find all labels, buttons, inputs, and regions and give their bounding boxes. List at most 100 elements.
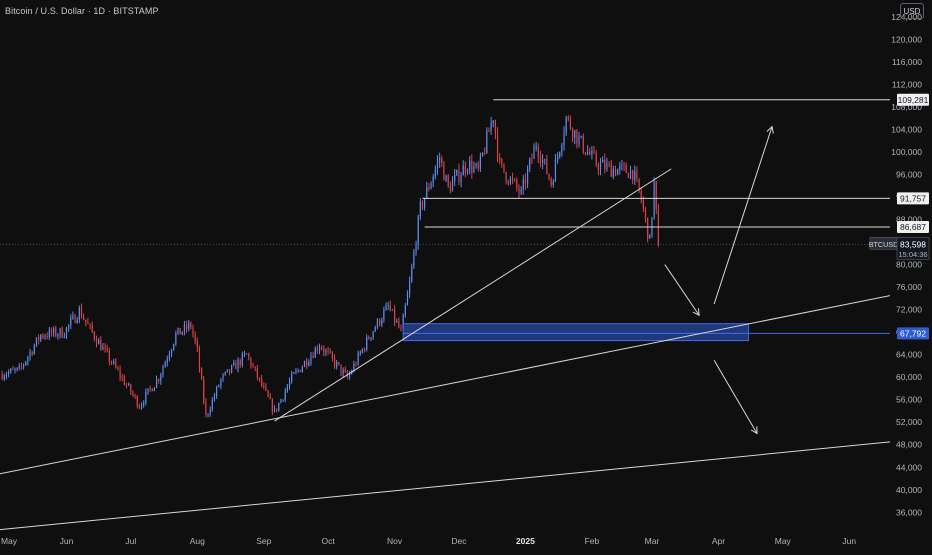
candle-body	[557, 156, 559, 160]
candle-body	[278, 403, 280, 411]
candle-body	[211, 399, 213, 410]
candle-body	[496, 133, 499, 158]
arrow-shaft[interactable]	[713, 360, 758, 434]
candle-body	[254, 366, 256, 369]
candle-body	[336, 362, 338, 367]
candle-body	[55, 328, 57, 337]
time-tick-label: Mar	[645, 536, 660, 546]
symbol-tag-text: BTCUSD	[869, 240, 899, 249]
candle-body	[74, 315, 76, 323]
candle-body	[57, 334, 59, 337]
candle-body	[23, 364, 25, 367]
candle-body	[280, 399, 282, 404]
candle-body	[597, 165, 599, 170]
candle-body	[321, 347, 323, 350]
price-tick-label: 120,000	[891, 34, 922, 44]
candle-body	[325, 350, 327, 353]
candle-body	[243, 353, 246, 355]
candle-body	[447, 175, 449, 186]
candle-body	[473, 166, 475, 173]
price-tick-label: 64,000	[896, 350, 922, 360]
candle-body	[3, 376, 5, 380]
candle-body	[5, 374, 8, 377]
candle-body	[471, 160, 473, 173]
drawings-layer[interactable]	[0, 99, 891, 532]
time-axis[interactable]: May Jun Jul Aug Sep Oct Nov Dec 2025 Feb Mar Apr May…	[0, 532, 932, 550]
candle-body	[194, 334, 196, 342]
candle-body	[454, 174, 456, 181]
candle-body	[263, 385, 265, 387]
level-price-tag	[897, 93, 929, 106]
candle-body	[136, 396, 138, 407]
candle-body	[439, 158, 441, 162]
candle-body	[366, 337, 368, 350]
candle-body	[125, 385, 128, 387]
candle-body	[170, 349, 173, 355]
candle-body	[115, 361, 117, 368]
candle-body	[368, 337, 370, 340]
price-tick-label: 116,000	[892, 57, 922, 67]
price-tick-label: 48,000	[896, 440, 922, 450]
trendline[interactable]	[0, 295, 891, 479]
candle-body	[443, 162, 445, 181]
candle-body	[494, 120, 496, 134]
arrow-shaft[interactable]	[713, 126, 773, 305]
currency-button[interactable]: USD	[900, 3, 924, 19]
price-tick-label: 60,000	[896, 372, 922, 382]
candle-body	[46, 336, 48, 338]
candle-body	[449, 185, 451, 192]
candle-body	[265, 386, 267, 391]
candle-body	[574, 129, 576, 138]
price-axis[interactable]: 124,000 120,000 116,000 112,000 108,000 104,0…	[890, 0, 932, 550]
candle-body	[168, 354, 171, 359]
support-zone-rect[interactable]	[402, 323, 749, 342]
candle-body	[649, 235, 651, 239]
candle-body	[95, 339, 98, 345]
price-tick-label: 76,000	[896, 282, 922, 292]
candle-body	[85, 319, 87, 323]
candle-body	[499, 157, 501, 160]
candle-body	[370, 337, 372, 340]
symbol-title[interactable]: Bitcoin / U.S. Dollar · 1D · BITSTAMP	[5, 6, 159, 16]
price-tick-label: 52,000	[896, 417, 922, 427]
candle-body	[306, 361, 308, 366]
time-tick-label: Aug	[190, 536, 205, 546]
level-price-tag	[897, 327, 929, 340]
candle-body	[475, 163, 477, 167]
candle-body	[314, 348, 316, 358]
candle-body	[466, 170, 469, 173]
trendline[interactable]	[274, 168, 672, 422]
candle-body	[529, 158, 531, 170]
candle-body	[329, 351, 331, 353]
candle-body	[198, 347, 201, 369]
candle-body	[593, 150, 595, 154]
candle-body	[100, 340, 102, 351]
candle-body	[261, 378, 263, 386]
candle-body	[627, 172, 629, 178]
candle-body	[531, 158, 533, 160]
candle-body	[638, 178, 640, 191]
candle-body	[312, 355, 314, 358]
candle-body	[147, 388, 149, 392]
candle-body	[25, 361, 27, 365]
candle-body	[340, 364, 342, 374]
countdown-text: 15:04:36	[898, 250, 927, 259]
candle-body	[653, 181, 655, 218]
candle-body	[552, 181, 554, 186]
trendline[interactable]	[0, 441, 891, 532]
candle-body	[580, 136, 582, 138]
arrow-shaft[interactable]	[664, 264, 700, 316]
candle-body	[72, 315, 74, 319]
candle-body	[546, 159, 548, 174]
candle-body	[554, 159, 557, 182]
candle-body	[246, 353, 248, 355]
candle-body	[119, 369, 121, 378]
time-tick-label: Apr	[712, 536, 725, 546]
candle-body	[188, 323, 190, 329]
candle-body	[213, 396, 216, 400]
candle-body	[110, 361, 113, 364]
candle-body	[428, 186, 430, 189]
candle-body	[299, 370, 301, 372]
